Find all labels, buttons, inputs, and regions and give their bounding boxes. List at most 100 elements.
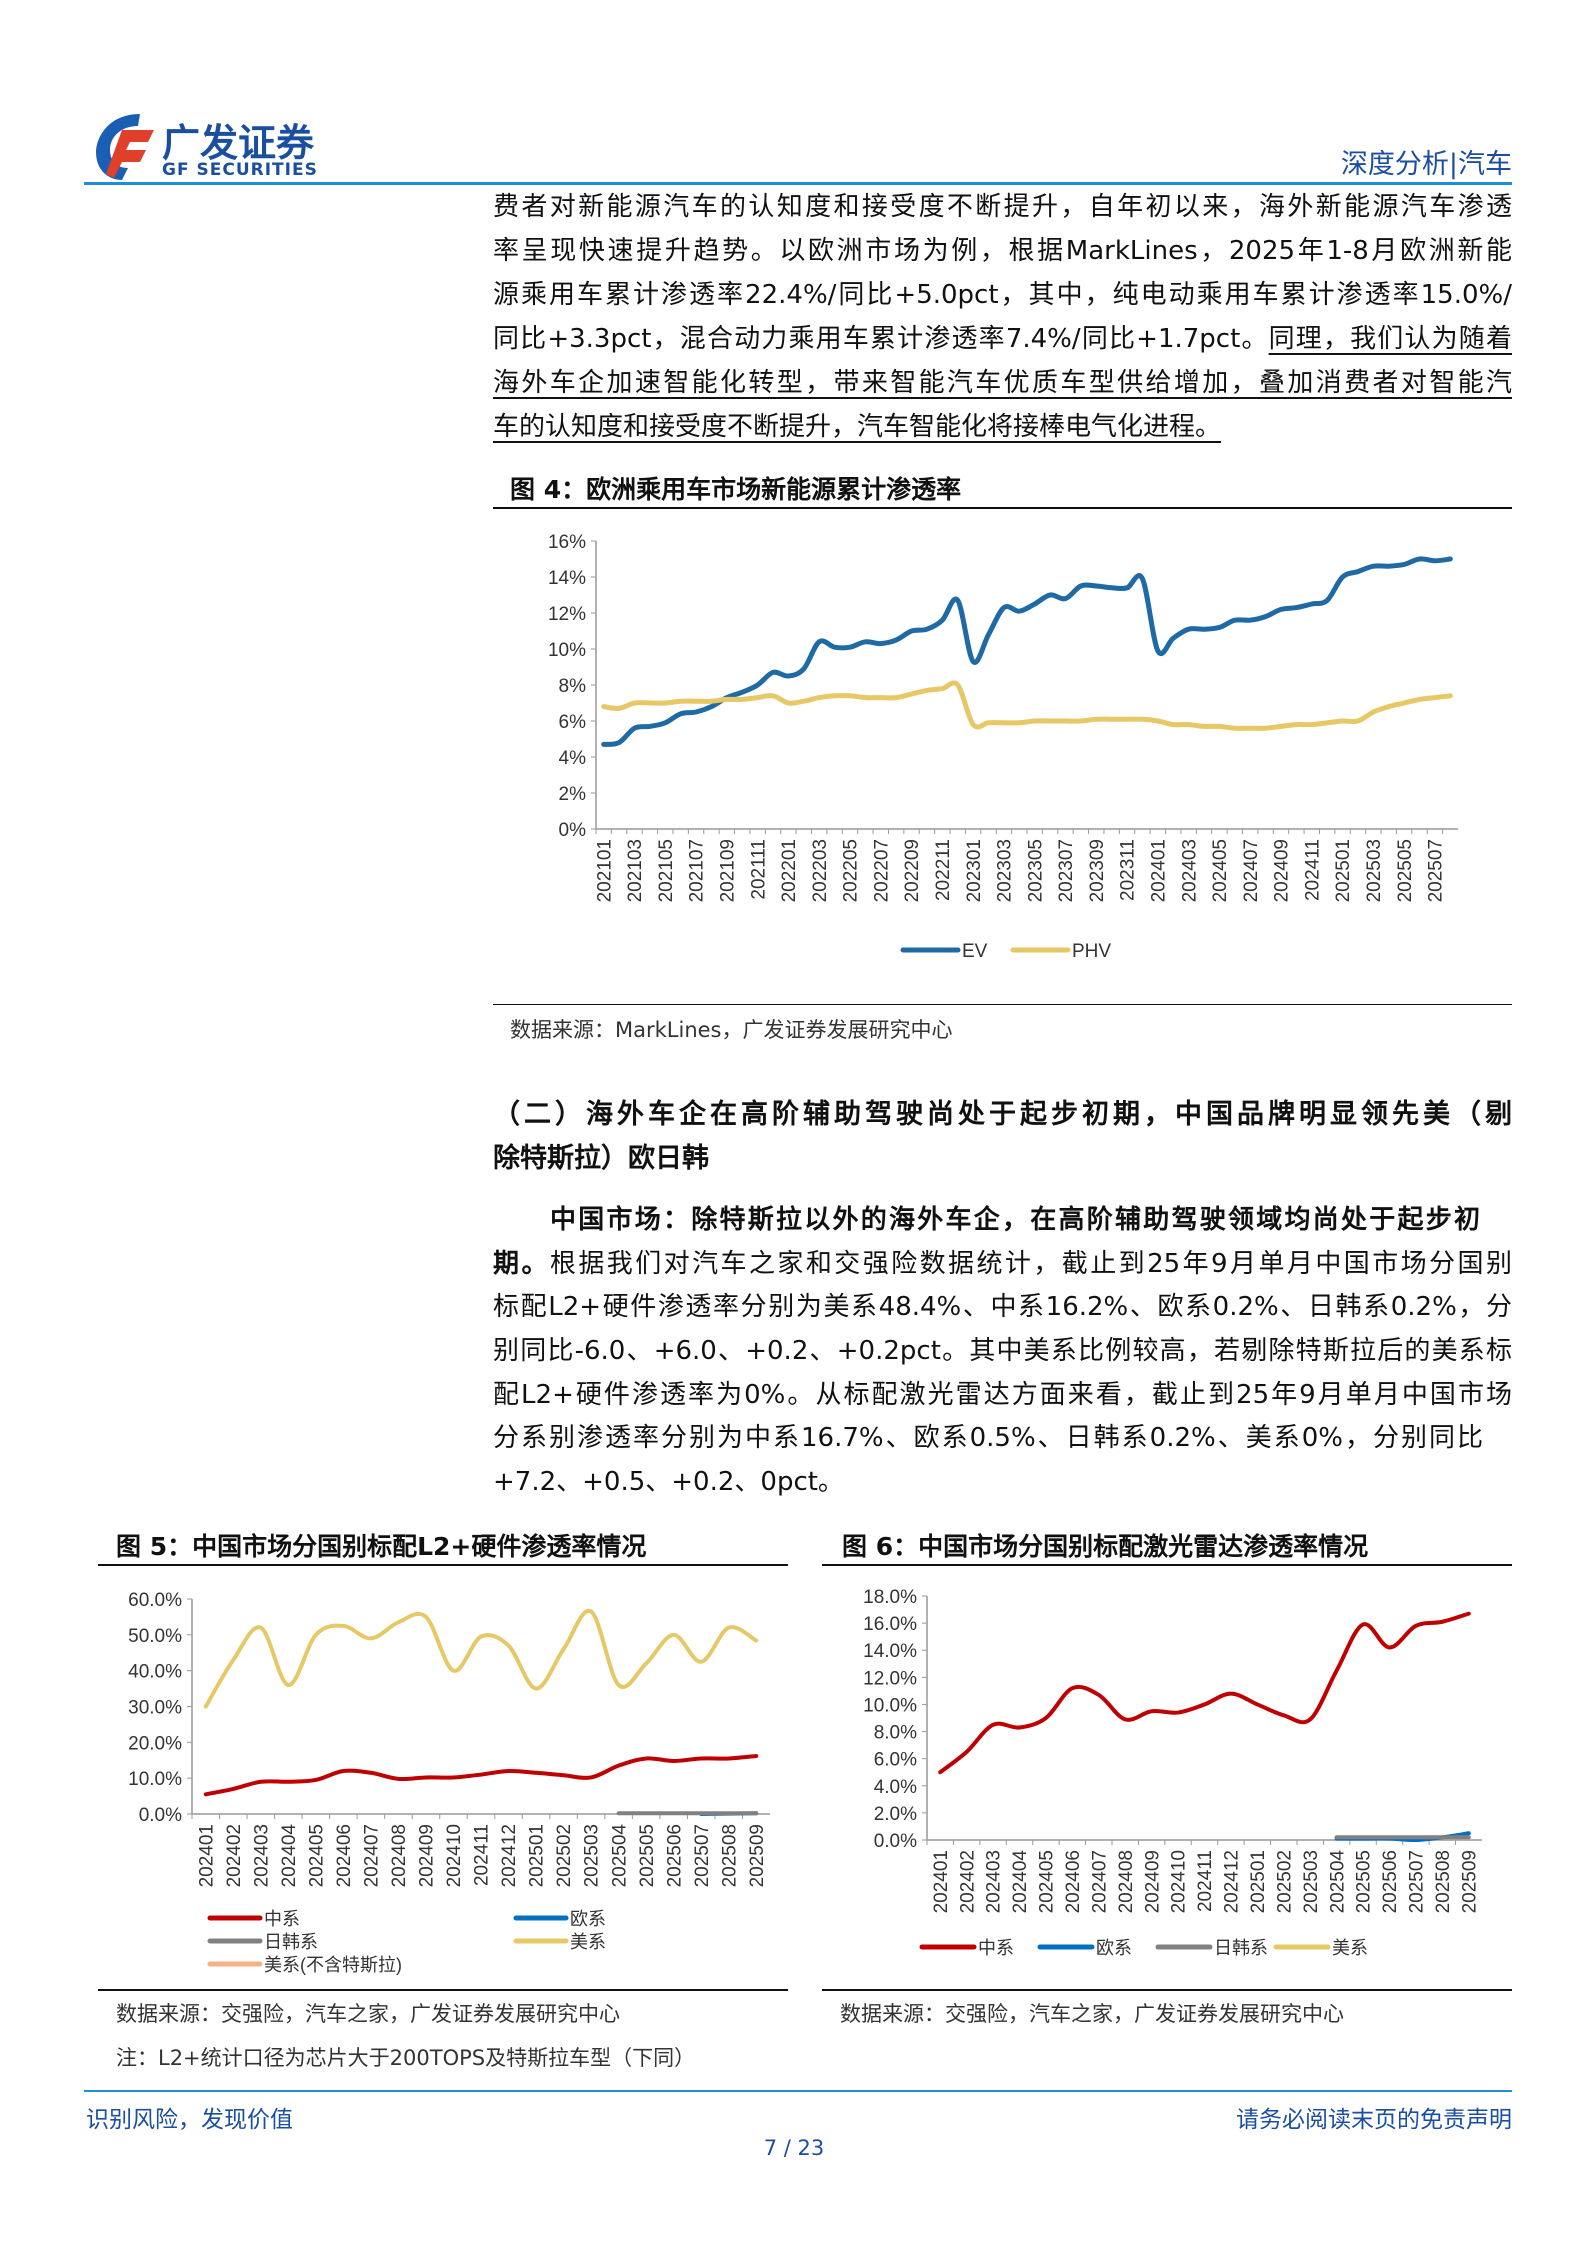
x-tick-label: 202410: [1169, 1850, 1190, 1913]
divider: [493, 507, 1512, 509]
divider: [98, 1564, 788, 1566]
x-tick-label: 202205: [841, 839, 862, 902]
legend-label: 日韩系: [1214, 1938, 1268, 1958]
x-tick-label: 202311: [1118, 839, 1139, 901]
x-tick-label: 202408: [389, 1824, 410, 1887]
y-tick-label: 14%: [548, 568, 586, 589]
text-line: 分系别渗透率分别为中系16.7%、欧系0.5%、日韩系0.2%、美系0%，分别同…: [493, 1423, 1483, 1453]
y-tick-label: 2.0%: [874, 1804, 917, 1825]
y-tick-label: 50.0%: [128, 1626, 182, 1647]
legend-label: 中系: [264, 1909, 300, 1929]
y-tick-label: 8.0%: [874, 1723, 917, 1744]
gf-logo-icon: [96, 114, 154, 180]
x-tick-label: 202506: [1380, 1850, 1401, 1913]
x-tick-label: 202411: [472, 1824, 493, 1886]
x-tick-label: 202508: [1433, 1850, 1454, 1913]
x-tick-label: 202109: [717, 839, 738, 902]
x-tick-label: 202406: [334, 1824, 355, 1887]
x-tick-label: 202509: [1459, 1850, 1480, 1913]
x-tick-label: 202404: [279, 1824, 300, 1888]
footer-disclaimer-link[interactable]: 请务必阅读末页的免责声明: [1236, 2107, 1512, 2133]
chart-figure-6: 0.0% 2.0% 4.0% 6.0% 8.0% 10.0% 12.0% 14.0% 16.0%…: [863, 1587, 1482, 1958]
y-tick-label: 6%: [559, 712, 587, 733]
x-tick-label: 202408: [1116, 1850, 1137, 1913]
x-tick-label: 202406: [1063, 1850, 1084, 1913]
x-tick-label: 202409: [417, 1824, 438, 1887]
series-line-EV: [601, 556, 1453, 747]
x-tick-label: 202412: [1222, 1850, 1243, 1913]
y-tick-label: 18.0%: [863, 1587, 917, 1608]
text-line: 费者对新能源汽车的认知度和接受度不断提升，自年初以来，海外新能源汽车渗透: [493, 192, 1512, 222]
x-tick-label: 202501: [527, 1824, 548, 1887]
text-line: 率呈现快速提升趋势。以欧洲市场为例，根据MarkLines，2025年1-8月欧…: [493, 236, 1512, 266]
y-tick-label: 0%: [559, 820, 587, 841]
page-number: 7 / 23: [763, 2136, 825, 2160]
text-line: 别同比-6.0、+6.0、+0.2、+0.2pct。其中美系比例较高，若剔除特斯…: [493, 1336, 1512, 1366]
x-tick-label: 202506: [664, 1824, 685, 1887]
y-tick-label: 8%: [559, 676, 587, 697]
y-tick-label: 16.0%: [863, 1614, 917, 1635]
x-tick-label: 202507: [1407, 1850, 1428, 1913]
figure-4-title: 图 4：欧洲乘用车市场新能源累计渗透率: [510, 475, 962, 504]
x-tick-label: 202412: [499, 1824, 520, 1887]
x-tick-label: 202305: [1025, 839, 1046, 902]
x-tick-label: 202309: [1087, 839, 1108, 902]
x-tick-label: 202101: [594, 839, 615, 902]
section-heading: 除特斯拉）欧日韩: [493, 1143, 709, 1174]
x-tick-label: 202307: [1056, 839, 1077, 902]
x-tick-label: 202502: [554, 1824, 575, 1887]
y-tick-label: 10%: [548, 640, 586, 661]
x-tick-label: 202503: [1301, 1850, 1322, 1913]
series-line-PHV: [601, 680, 1453, 731]
x-tick-label: 202504: [609, 1824, 630, 1888]
text-line: 源乘用车累计渗透率22.4%/同比+5.0pct，其中，纯电动乘用车累计渗透率1…: [493, 280, 1512, 310]
x-tick-label: 202505: [1395, 839, 1416, 902]
text-line: 中国市场：除特斯拉以外的海外车企，在高阶辅助驾驶领域均尚处于起步初: [550, 1205, 1480, 1235]
y-tick-label: 60.0%: [128, 1590, 182, 1611]
footer-slogan: 识别风险，发现价值: [86, 2107, 293, 2133]
y-tick-label: 10.0%: [863, 1695, 917, 1716]
x-tick-label: 202207: [871, 839, 892, 902]
text-line: 同比+3.3pct，混合动力乘用车累计渗透率7.4%/同比+1.7pct。同理，…: [493, 322, 1512, 356]
x-tick-label: 202407: [362, 1824, 383, 1887]
x-tick-label: 202409: [1142, 1850, 1163, 1913]
y-tick-label: 16%: [548, 532, 586, 553]
y-tick-label: 0.0%: [139, 1805, 182, 1826]
x-tick-label: 202103: [625, 839, 646, 902]
y-tick-label: 14.0%: [863, 1641, 917, 1662]
figure-6-source: 数据来源：交强险，汽车之家，广发证券发展研究中心: [840, 2002, 1344, 2026]
x-tick-label: 202503: [1364, 839, 1385, 902]
x-tick-label: 202402: [224, 1824, 245, 1887]
x-tick-label: 202211: [933, 839, 954, 901]
x-tick-label: 202301: [964, 839, 985, 902]
x-tick-label: 202505: [637, 1824, 658, 1887]
series-line-中系: [938, 1611, 1471, 1775]
x-tick-label: 202405: [1037, 1850, 1058, 1913]
section-heading: （二）海外车企在高阶辅助驾驶尚处于起步初期，中国品牌明显领先美（剔: [493, 1099, 1512, 1130]
x-tick-label: 202504: [1327, 1850, 1348, 1914]
x-tick-label: 202401: [1148, 839, 1169, 902]
y-tick-label: 20.0%: [128, 1733, 182, 1754]
x-tick-label: 202403: [251, 1824, 272, 1887]
legend-label: 中系: [978, 1938, 1014, 1958]
divider: [822, 1989, 1512, 1991]
divider: [822, 1564, 1512, 1566]
x-tick-label: 202508: [719, 1824, 740, 1887]
x-tick-label: 202111: [748, 839, 769, 900]
y-tick-label: 40.0%: [128, 1662, 182, 1683]
x-tick-label: 202509: [747, 1824, 768, 1887]
underlined-text: 车的认知度和接受度不断提升，汽车智能化将接棒电气化进程。: [493, 412, 1222, 442]
text-line: 期。根据我们对汽车之家和交强险数据统计，截止到25年9月单月中国市场分国别: [493, 1247, 1512, 1281]
x-tick-label: 202404: [1010, 1850, 1031, 1914]
legend-label: 欧系: [570, 1909, 606, 1929]
x-tick-label: 202403: [1179, 839, 1200, 902]
series-line-中系: [203, 1753, 759, 1797]
x-tick-label: 202402: [957, 1850, 978, 1913]
divider: [98, 1989, 788, 1991]
figure-5-source: 数据来源：交强险，汽车之家，广发证券发展研究中心: [116, 2002, 620, 2026]
header-divider: [84, 182, 1512, 185]
x-tick-label: 202409: [1272, 839, 1293, 902]
x-tick-label: 202411: [1195, 1850, 1216, 1912]
legend-label: 美系: [1332, 1938, 1368, 1958]
